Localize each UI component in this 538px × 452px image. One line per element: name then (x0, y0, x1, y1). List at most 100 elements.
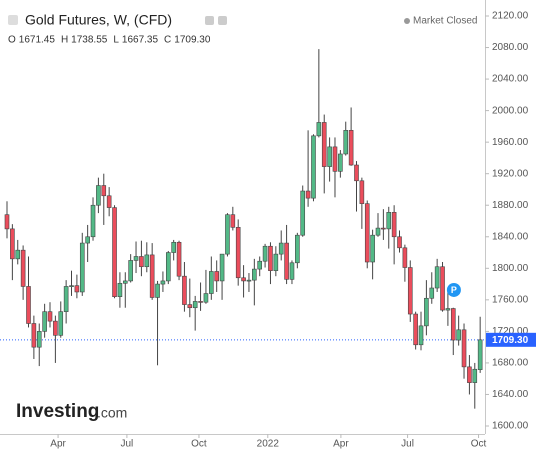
candle-body (348, 130, 354, 166)
candle-body (112, 207, 117, 297)
candle-body (58, 311, 64, 336)
ohlc-name: L (113, 35, 119, 46)
candle-body (214, 271, 219, 282)
y-tick-label: 2040.00 (492, 74, 529, 85)
y-tick-label: 2080.00 (492, 42, 529, 53)
y-tick-label: 1680.00 (492, 358, 529, 369)
candle-body (321, 122, 327, 167)
candle-body (128, 260, 133, 282)
candle-body (106, 195, 112, 208)
candle-body (171, 241, 176, 253)
market-status: Market Closed (413, 16, 477, 27)
candle-body (429, 287, 435, 299)
candle-body (198, 301, 203, 303)
ohlc-value: 1667.35 (122, 35, 159, 46)
y-tick-label: 1640.00 (492, 389, 529, 400)
candle-body (209, 271, 214, 294)
y-tick-label: 2120.00 (492, 11, 529, 22)
candle-body (53, 320, 58, 336)
watermark: Investing (16, 401, 99, 422)
x-tick-label: Apr (333, 439, 349, 450)
candle-body (359, 180, 365, 204)
candle-body (343, 130, 349, 155)
candle-body (370, 234, 375, 263)
candle-body (63, 286, 69, 312)
candle-body (133, 256, 139, 261)
y-tick-label: 1840.00 (492, 231, 529, 242)
candle-body (139, 256, 144, 268)
candle-body (467, 366, 472, 383)
x-tick-label: Apr (50, 439, 66, 450)
candle-body (90, 204, 96, 238)
x-tick-label: Jul (120, 439, 133, 450)
x-tick-label: Oct (471, 439, 487, 450)
candle-body (472, 368, 478, 383)
candle-body (79, 242, 85, 293)
status-dot (404, 18, 410, 24)
ohlc-value: 1738.55 (71, 35, 108, 46)
candle-body (225, 214, 230, 255)
candle-body (440, 266, 445, 311)
y-tick-label: 1600.00 (492, 421, 529, 432)
candle-body (284, 242, 289, 280)
candle-body (381, 227, 386, 230)
candle-body (354, 164, 359, 182)
candle-body (85, 236, 90, 244)
y-tick-label: 1760.00 (492, 294, 529, 305)
candle-body (407, 267, 413, 315)
event-marker (446, 282, 461, 297)
ohlc-value: 1671.45 (19, 35, 56, 46)
candle-body (101, 185, 107, 197)
y-tick-label: 1960.00 (492, 137, 529, 148)
event-marker-label: P (451, 285, 457, 295)
candle-body (418, 325, 424, 346)
candle-body (74, 285, 80, 293)
candle-body (424, 297, 429, 327)
candle-body (230, 214, 236, 228)
candle-body (311, 135, 316, 199)
candle-body (316, 122, 322, 137)
x-tick-label: Jul (401, 439, 414, 450)
candle-body (332, 146, 338, 172)
candle-body (456, 329, 461, 341)
candle-body (278, 242, 284, 255)
candle-body (445, 308, 451, 311)
candle-body (192, 301, 198, 309)
candle-body (273, 253, 279, 271)
candle-body (15, 249, 21, 260)
candle-body (122, 280, 128, 284)
y-tick-label: 1920.00 (492, 168, 529, 179)
candle-body (289, 262, 295, 280)
candle-body (364, 203, 370, 263)
candle-body (20, 249, 26, 287)
candle-body (252, 268, 257, 281)
candle-body (42, 311, 47, 332)
icon (8, 15, 18, 25)
candle-body (187, 304, 193, 309)
candle-body (235, 227, 241, 279)
candle-body (391, 212, 397, 238)
ohlc-name: C (164, 35, 171, 46)
y-tick-label: 1880.00 (492, 200, 529, 211)
candle-body (305, 190, 311, 199)
y-tick-label: 2000.00 (492, 105, 529, 116)
candle-body (149, 254, 155, 298)
candle-body (36, 331, 42, 348)
candle-body (160, 280, 166, 285)
candle-body (31, 323, 37, 348)
candle-body (295, 234, 300, 264)
candle-body (165, 252, 171, 282)
candle-body (26, 286, 31, 324)
candle-body (117, 282, 123, 297)
icon (218, 16, 227, 25)
last-price-box (486, 332, 536, 347)
y-tick-label: 1800.00 (492, 263, 529, 274)
candle-body (461, 329, 467, 368)
last-price-label: 1709.30 (492, 335, 529, 346)
candle-body (338, 153, 343, 172)
candle-body (219, 253, 225, 282)
candle-body (241, 277, 246, 282)
candle-body (47, 311, 53, 322)
candle-body (402, 247, 408, 268)
